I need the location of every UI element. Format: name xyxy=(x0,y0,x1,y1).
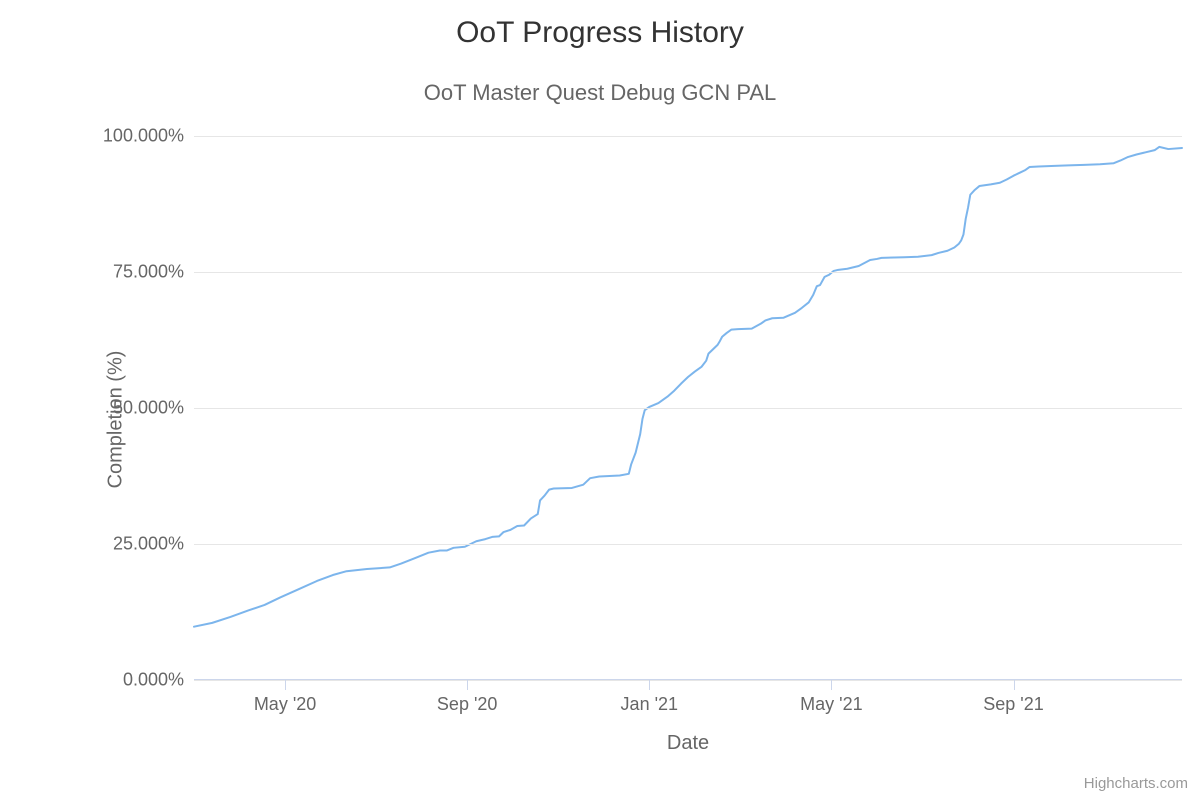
chart-subtitle: OoT Master Quest Debug GCN PAL xyxy=(0,80,1200,106)
y-tick-label: 0.000% xyxy=(123,670,184,691)
y-axis-title: Completion (%) xyxy=(105,351,128,489)
x-tick-mark xyxy=(649,680,650,690)
y-gridline xyxy=(194,544,1182,545)
x-tick-mark xyxy=(285,680,286,690)
x-tick-label: May '20 xyxy=(254,694,316,715)
y-gridline xyxy=(194,680,1182,681)
chart-title: OoT Progress History xyxy=(0,16,1200,50)
plot-area: Completion (%) Date 0.000%25.000%50.000%… xyxy=(194,136,1182,680)
x-tick-label: May '21 xyxy=(800,694,862,715)
x-tick-label: Jan '21 xyxy=(621,694,678,715)
y-gridline xyxy=(194,272,1182,273)
x-axis-baseline xyxy=(194,679,1182,680)
x-tick-mark xyxy=(831,680,832,690)
x-tick-label: Sep '20 xyxy=(437,694,498,715)
chart-credits[interactable]: Highcharts.com xyxy=(1084,775,1188,792)
x-axis-title: Date xyxy=(667,732,709,755)
y-tick-label: 75.000% xyxy=(113,262,184,283)
y-tick-label: 50.000% xyxy=(113,398,184,419)
y-gridline xyxy=(194,408,1182,409)
y-tick-label: 25.000% xyxy=(113,534,184,555)
series-line[interactable] xyxy=(194,147,1182,627)
chart-container: OoT Progress History OoT Master Quest De… xyxy=(0,0,1200,800)
x-tick-label: Sep '21 xyxy=(983,694,1044,715)
x-tick-mark xyxy=(467,680,468,690)
y-tick-label: 100.000% xyxy=(103,126,184,147)
y-gridline xyxy=(194,136,1182,137)
x-tick-mark xyxy=(1014,680,1015,690)
